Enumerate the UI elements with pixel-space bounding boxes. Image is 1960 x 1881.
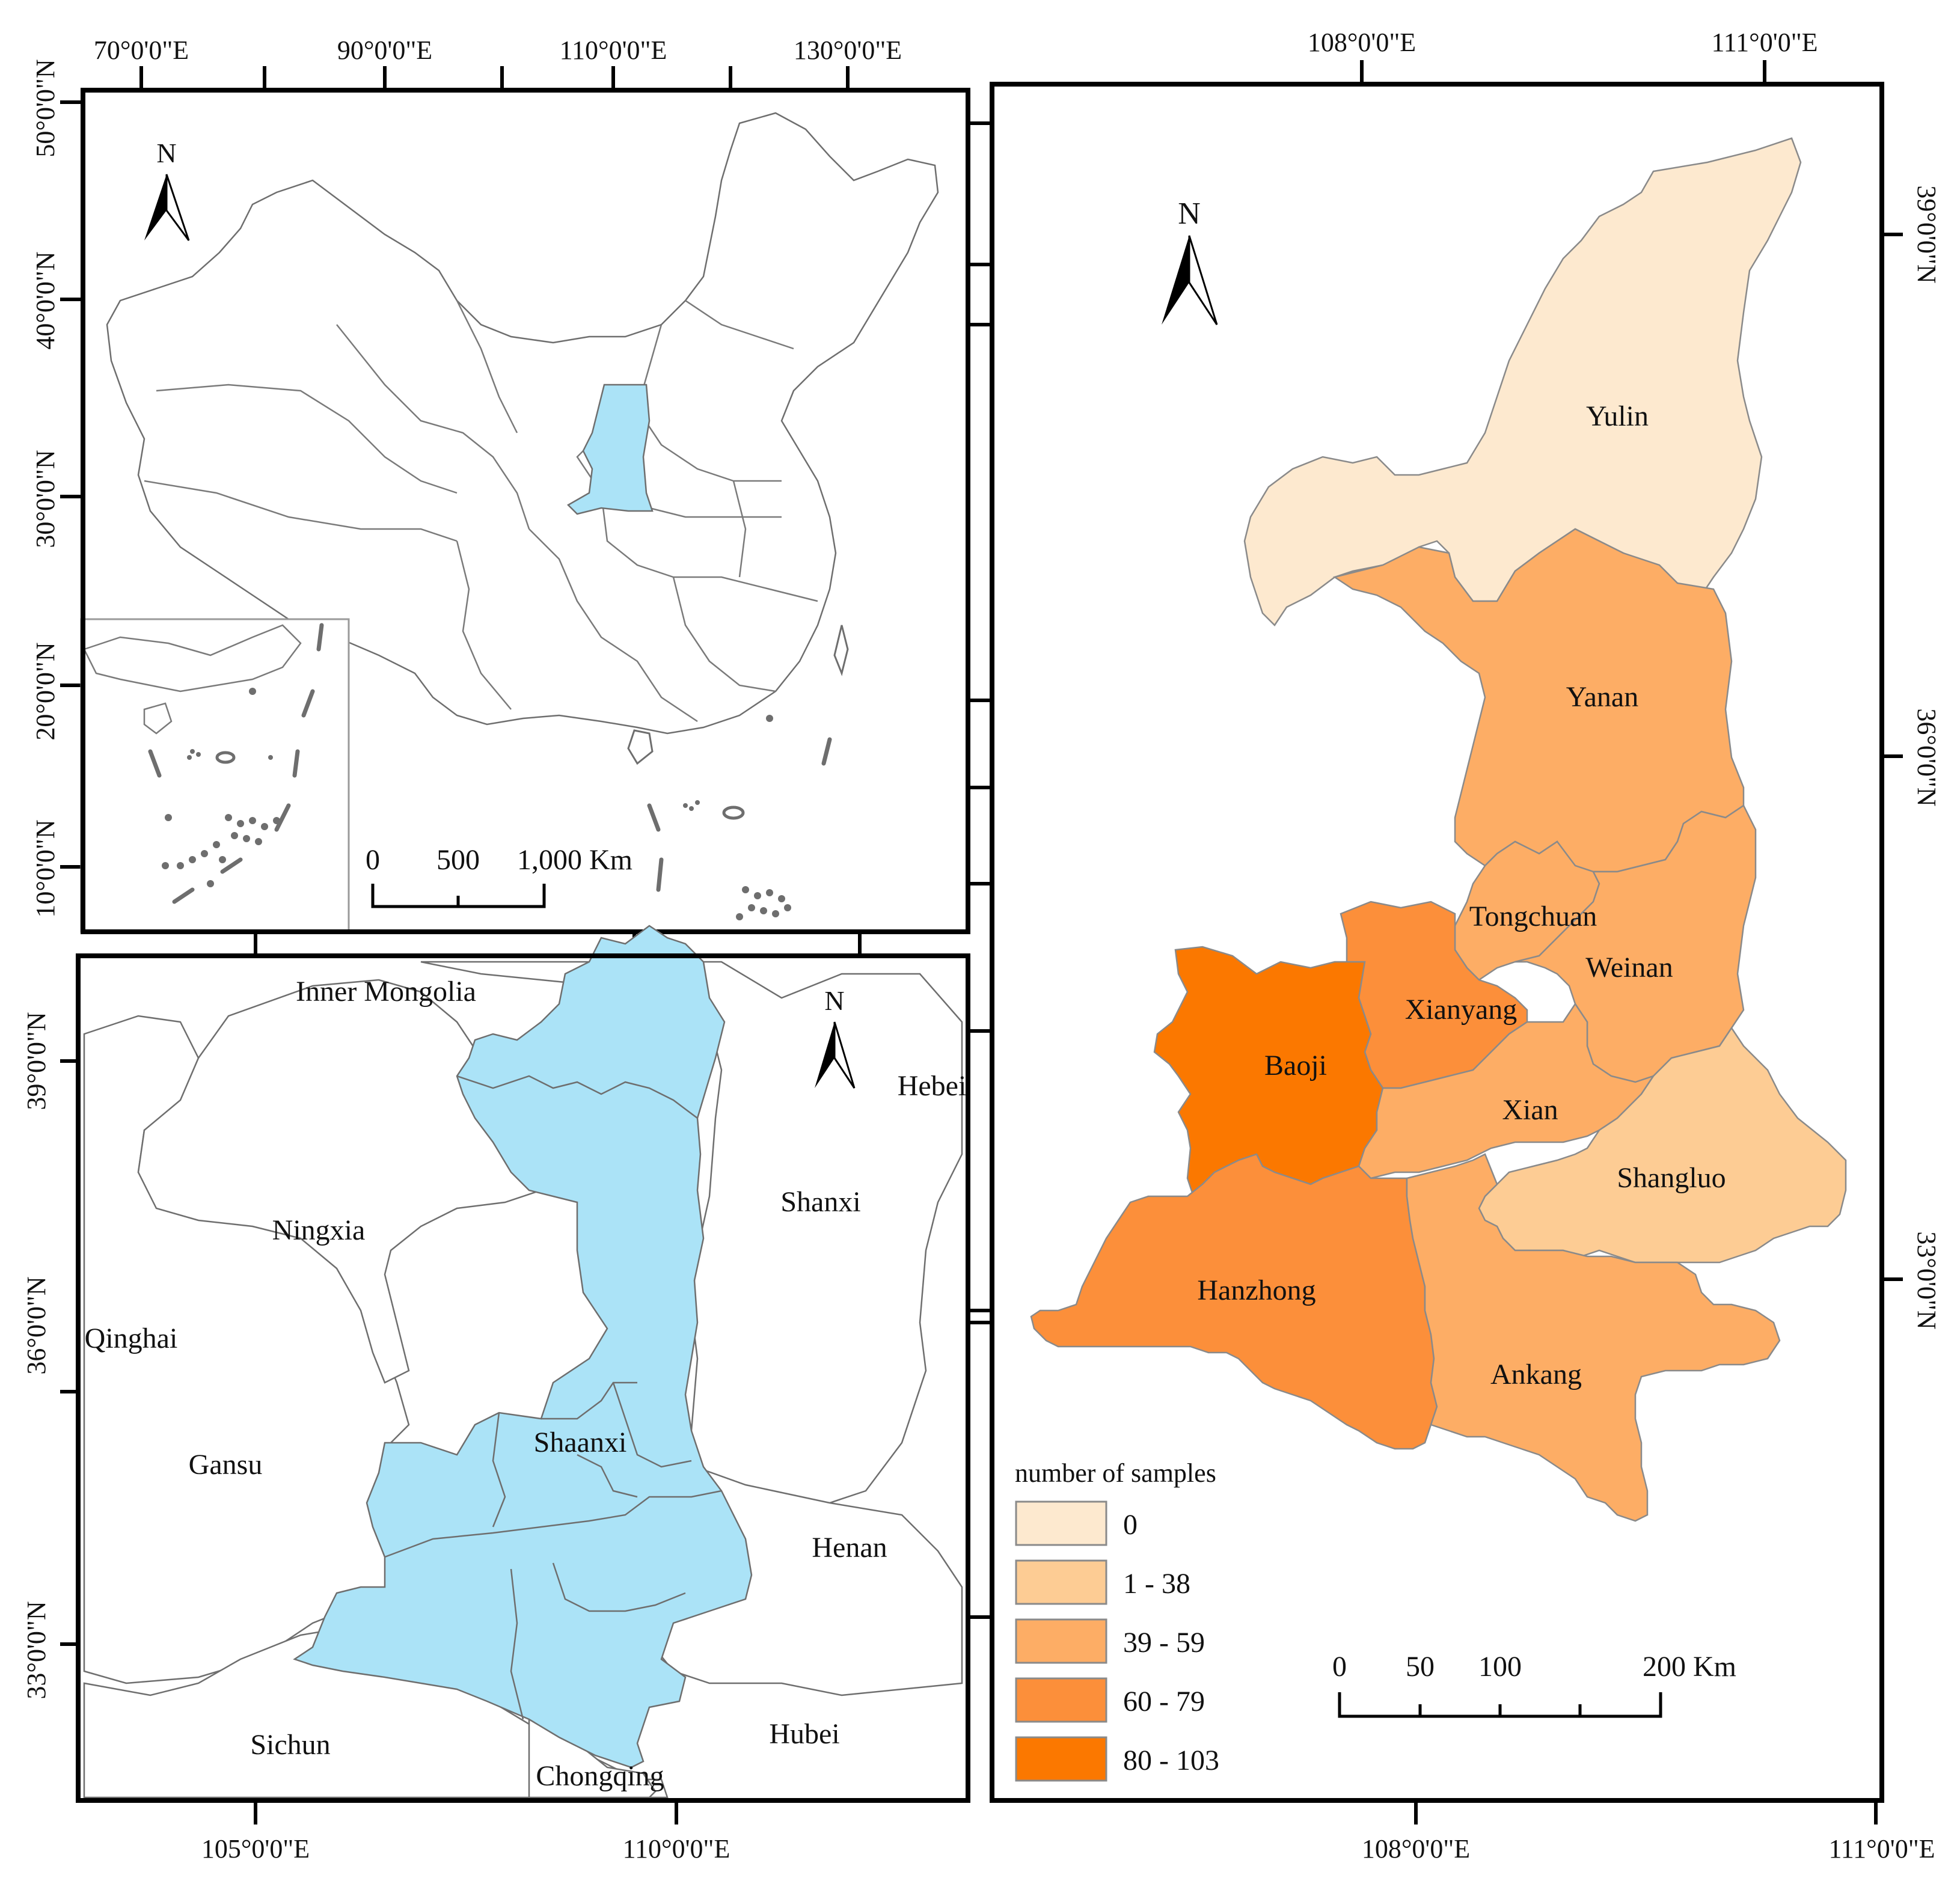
legend-swatch-4 [1015, 1736, 1107, 1782]
overview-scale-0: 0 [366, 844, 380, 876]
south-china-sea-inset [80, 618, 350, 933]
overview-north-arrow: N [144, 138, 190, 241]
detail-bottom-coord-108e: 108°0'0"E [1362, 1834, 1470, 1864]
overview-scale-1000: 1,000 Km [517, 844, 632, 876]
label-yanan: Yanan [1566, 681, 1638, 713]
regional-bottom-coord-105e: 105°0'0"E [201, 1834, 310, 1864]
overview-map: 70°0'0"E 90°0'0"E 110°0'0"E 130°0'0"E 50… [31, 35, 970, 934]
city-ankang [1406, 1153, 1781, 1522]
detail-map: 108°0'0"E 111°0'0"E 108°0'0"E 111°0'0"E … [968, 28, 1941, 1864]
label-gansu: Gansu [189, 1449, 263, 1481]
legend-label-4: 80 - 103 [1123, 1745, 1219, 1776]
regional-frame [76, 953, 970, 1803]
label-shangluo: Shangluo [1617, 1162, 1726, 1194]
label-qinghai: Qinghai [85, 1323, 178, 1354]
regional-north-letter: N [824, 985, 844, 1016]
overview-frame [81, 88, 970, 934]
label-ningxia: Ningxia [272, 1214, 366, 1246]
label-baoji: Baoji [1264, 1050, 1327, 1081]
overview-left-coord-10n: 10°0'0"N [31, 819, 60, 917]
detail-scale-200: 200 Km [1643, 1651, 1736, 1683]
overview-scale-500: 500 [436, 844, 480, 876]
regional-north-arrow: N [815, 985, 856, 1089]
legend-label-1: 1 - 38 [1123, 1568, 1190, 1600]
overview-shaanxi-highlight [566, 384, 654, 515]
legend-title: number of samples [1015, 1458, 1216, 1488]
label-chongqing: Chongqing [536, 1760, 664, 1792]
detail-bottom-coord-111e: 111°0'0"E [1828, 1834, 1935, 1864]
hainan-island [627, 729, 654, 765]
label-shaanxi: Shaanxi [534, 1427, 627, 1458]
label-shanxi: Shanxi [780, 1186, 860, 1218]
detail-north-arrow: N [1162, 197, 1218, 325]
detail-top-coord-108e: 108°0'0"E [1308, 28, 1416, 57]
detail-frame [990, 82, 1884, 1803]
legend-label-0: 0 [1123, 1509, 1138, 1541]
regional-bottom-coord-110e: 110°0'0"E [623, 1834, 730, 1864]
legend-swatch-1 [1015, 1559, 1107, 1605]
label-inner-mongolia: Inner Mongolia [296, 976, 476, 1008]
detail-scale-100: 100 [1478, 1651, 1522, 1683]
label-xian: Xian [1502, 1094, 1558, 1126]
legend-swatch-3 [1015, 1677, 1107, 1723]
overview-north-letter: N [156, 138, 176, 168]
legend-swatch-2 [1015, 1618, 1107, 1664]
label-ankang: Ankang [1490, 1359, 1582, 1390]
overview-left-coord-20n: 20°0'0"N [31, 642, 60, 740]
detail-right-coord-36n: 36°0'0"N [1912, 708, 1941, 806]
legend-swatch-0 [1015, 1500, 1107, 1546]
overview-left-coord-40n: 40°0'0"N [31, 251, 60, 349]
label-yulin: Yulin [1586, 400, 1649, 432]
detail-scale-bar: 0 50 100 200 Km [1332, 1651, 1736, 1718]
city-yulin [1243, 137, 1802, 626]
overview-left-coord-50n: 50°0'0"N [31, 59, 60, 157]
overview-left-coord-30n: 30°0'0"N [31, 450, 60, 548]
overview-top-coord-130e: 130°0'0"E [794, 35, 902, 65]
overview-top-coord-90e: 90°0'0"E [337, 35, 432, 65]
detail-scale-50: 50 [1406, 1651, 1435, 1683]
label-tongchuan: Tongchuan [1469, 901, 1597, 932]
regional-left-coord-39n: 39°0'0"N [22, 1012, 51, 1110]
label-henan: Henan [812, 1532, 887, 1564]
label-sichun: Sichun [250, 1729, 330, 1761]
regional-left-coord-33n: 33°0'0"N [22, 1601, 51, 1699]
overview-top-coord-70e: 70°0'0"E [94, 35, 189, 65]
label-weinan: Weinan [1585, 952, 1673, 983]
islands [162, 688, 791, 920]
detail-right-coord-39n: 39°0'0"N [1912, 185, 1941, 283]
regional-left-coord-36n: 36°0'0"N [22, 1276, 51, 1374]
label-xianyang: Xianyang [1405, 994, 1517, 1026]
detail-top-coord-111e: 111°0'0"E [1711, 28, 1818, 57]
label-hubei: Hubei [769, 1718, 839, 1750]
legend-label-3: 60 - 79 [1123, 1686, 1205, 1717]
label-hanzhong: Hanzhong [1197, 1274, 1315, 1306]
nine-dash-line [148, 623, 832, 904]
regional-shaanxi-highlight [293, 925, 753, 1769]
detail-right-coord-33n: 33°0'0"N [1912, 1231, 1941, 1329]
legend: number of samples 0 1 - 38 39 - 59 60 - … [1015, 1458, 1219, 1782]
regional-map: Inner Mongolia Hebei Ningxia Shanxi Qing… [22, 925, 970, 1864]
legend-label-2: 39 - 59 [1123, 1627, 1205, 1659]
taiwan-island [833, 625, 849, 676]
detail-north-letter: N [1178, 197, 1201, 231]
overview-scale-bar: 0 500 1,000 Km [366, 844, 632, 908]
overview-top-coord-110e: 110°0'0"E [560, 35, 667, 65]
detail-scale-0: 0 [1332, 1651, 1347, 1683]
label-hebei: Hebei [898, 1070, 967, 1102]
